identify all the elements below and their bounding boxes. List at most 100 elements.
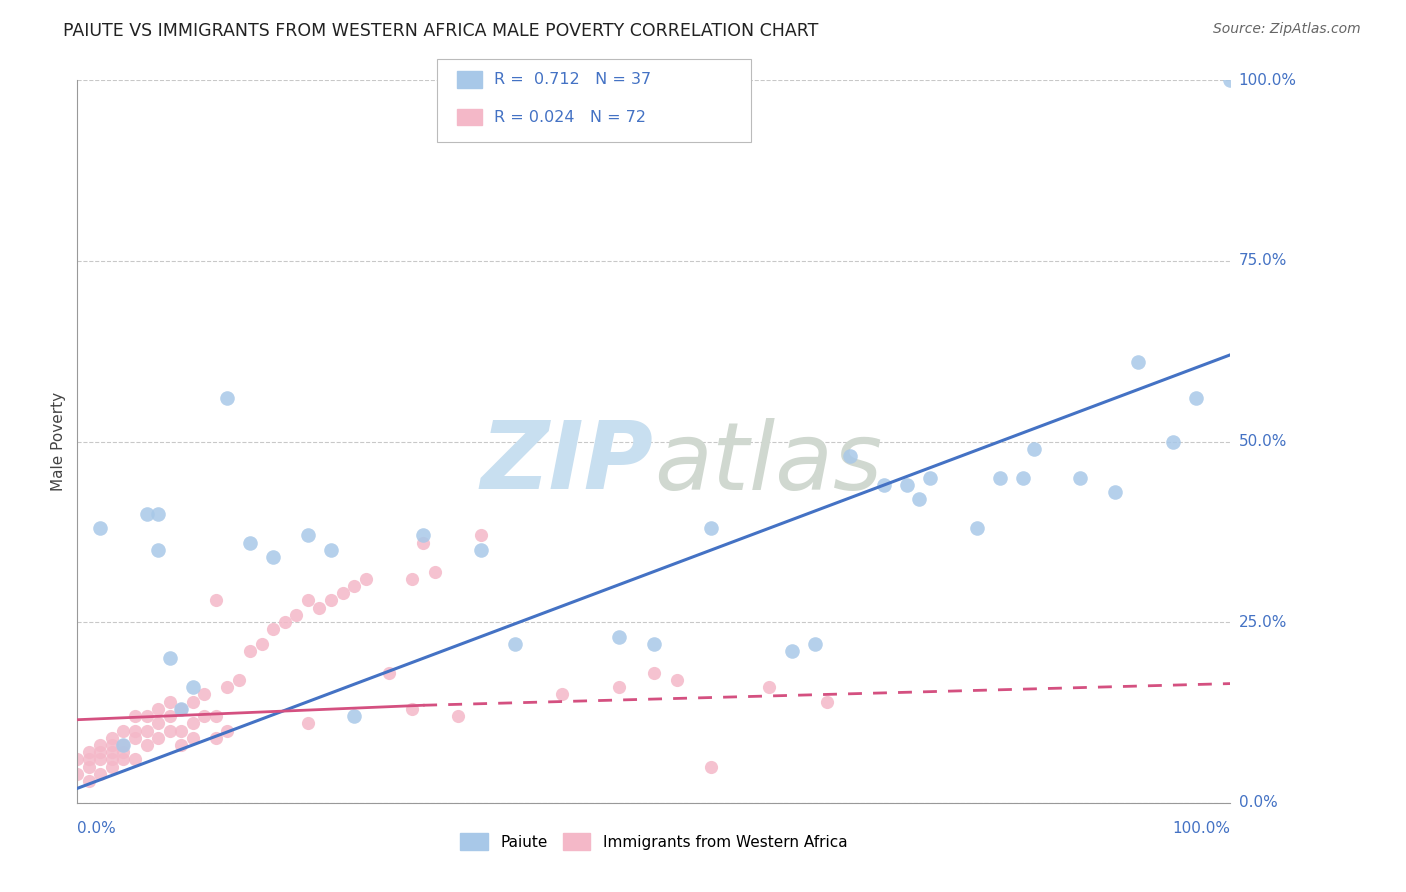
Point xyxy=(308,600,330,615)
Point xyxy=(159,695,181,709)
Point xyxy=(1104,485,1126,500)
Point xyxy=(838,449,860,463)
Point xyxy=(101,738,124,752)
Point xyxy=(250,637,273,651)
Point xyxy=(66,752,89,766)
Point xyxy=(239,535,262,549)
Point xyxy=(262,623,284,637)
Point xyxy=(297,593,319,607)
Point xyxy=(159,723,181,738)
Text: 100.0%: 100.0% xyxy=(1173,821,1230,836)
Point xyxy=(1069,470,1091,484)
Point xyxy=(112,723,135,738)
Point xyxy=(77,745,100,759)
Point xyxy=(607,680,630,694)
Point xyxy=(423,565,446,579)
Point xyxy=(1011,470,1033,484)
Point xyxy=(146,731,169,745)
Point xyxy=(239,644,262,658)
Point xyxy=(470,528,492,542)
Point xyxy=(89,767,111,781)
Point xyxy=(181,731,204,745)
Point xyxy=(354,572,377,586)
Point xyxy=(101,731,124,745)
Text: R =  0.712   N = 37: R = 0.712 N = 37 xyxy=(494,72,651,87)
Point xyxy=(181,716,204,731)
Point xyxy=(124,723,146,738)
Point xyxy=(412,528,434,542)
Point xyxy=(89,521,111,535)
Point xyxy=(700,760,723,774)
Point xyxy=(607,630,630,644)
Legend: Paiute, Immigrants from Western Africa: Paiute, Immigrants from Western Africa xyxy=(454,827,853,856)
Point xyxy=(124,752,146,766)
Point xyxy=(217,680,239,694)
Point xyxy=(170,738,193,752)
Y-axis label: Male Poverty: Male Poverty xyxy=(51,392,66,491)
Point xyxy=(285,607,308,622)
Point xyxy=(228,673,250,687)
Point xyxy=(643,665,665,680)
Text: 100.0%: 100.0% xyxy=(1239,73,1296,87)
Point xyxy=(101,752,124,766)
Point xyxy=(181,680,204,694)
Point xyxy=(274,615,297,630)
Point xyxy=(193,687,215,701)
Point xyxy=(412,535,434,549)
Text: atlas: atlas xyxy=(654,417,882,508)
Text: 25.0%: 25.0% xyxy=(1239,615,1286,630)
Point xyxy=(181,695,204,709)
Point xyxy=(193,709,215,723)
Point xyxy=(124,709,146,723)
Point xyxy=(77,774,100,789)
Point xyxy=(124,731,146,745)
Point xyxy=(896,478,918,492)
Point xyxy=(170,702,193,716)
Text: R = 0.024   N = 72: R = 0.024 N = 72 xyxy=(494,110,645,125)
Point xyxy=(217,391,239,405)
Point xyxy=(89,738,111,752)
Point xyxy=(112,738,135,752)
Point xyxy=(988,470,1011,484)
Point xyxy=(262,550,284,565)
Point xyxy=(101,760,124,774)
Point xyxy=(1184,391,1206,405)
Point xyxy=(758,680,780,694)
Point xyxy=(217,723,239,738)
Point xyxy=(343,709,366,723)
Point xyxy=(1219,73,1241,87)
Point xyxy=(135,738,157,752)
Point xyxy=(377,665,399,680)
Point xyxy=(297,528,319,542)
Point xyxy=(873,478,896,492)
Point xyxy=(966,521,988,535)
Point xyxy=(204,731,226,745)
Point xyxy=(146,507,169,521)
Point xyxy=(135,723,157,738)
Text: 50.0%: 50.0% xyxy=(1239,434,1286,449)
Point xyxy=(297,716,319,731)
Point xyxy=(77,760,100,774)
Point xyxy=(135,709,157,723)
Point xyxy=(1024,442,1046,456)
Point xyxy=(319,593,342,607)
Point xyxy=(66,767,89,781)
Point xyxy=(908,492,931,507)
Point xyxy=(804,637,827,651)
Point xyxy=(77,752,100,766)
Point xyxy=(112,745,135,759)
Text: 0.0%: 0.0% xyxy=(77,821,117,836)
Point xyxy=(470,542,492,557)
Point xyxy=(550,687,572,701)
Text: ZIP: ZIP xyxy=(481,417,654,509)
Text: PAIUTE VS IMMIGRANTS FROM WESTERN AFRICA MALE POVERTY CORRELATION CHART: PAIUTE VS IMMIGRANTS FROM WESTERN AFRICA… xyxy=(63,22,818,40)
Point xyxy=(112,752,135,766)
Point xyxy=(319,542,342,557)
Point xyxy=(146,702,169,716)
Text: 0.0%: 0.0% xyxy=(1239,796,1277,810)
Point xyxy=(780,644,803,658)
Point xyxy=(146,542,169,557)
Point xyxy=(1126,355,1149,369)
Point xyxy=(343,579,366,593)
Point xyxy=(447,709,470,723)
